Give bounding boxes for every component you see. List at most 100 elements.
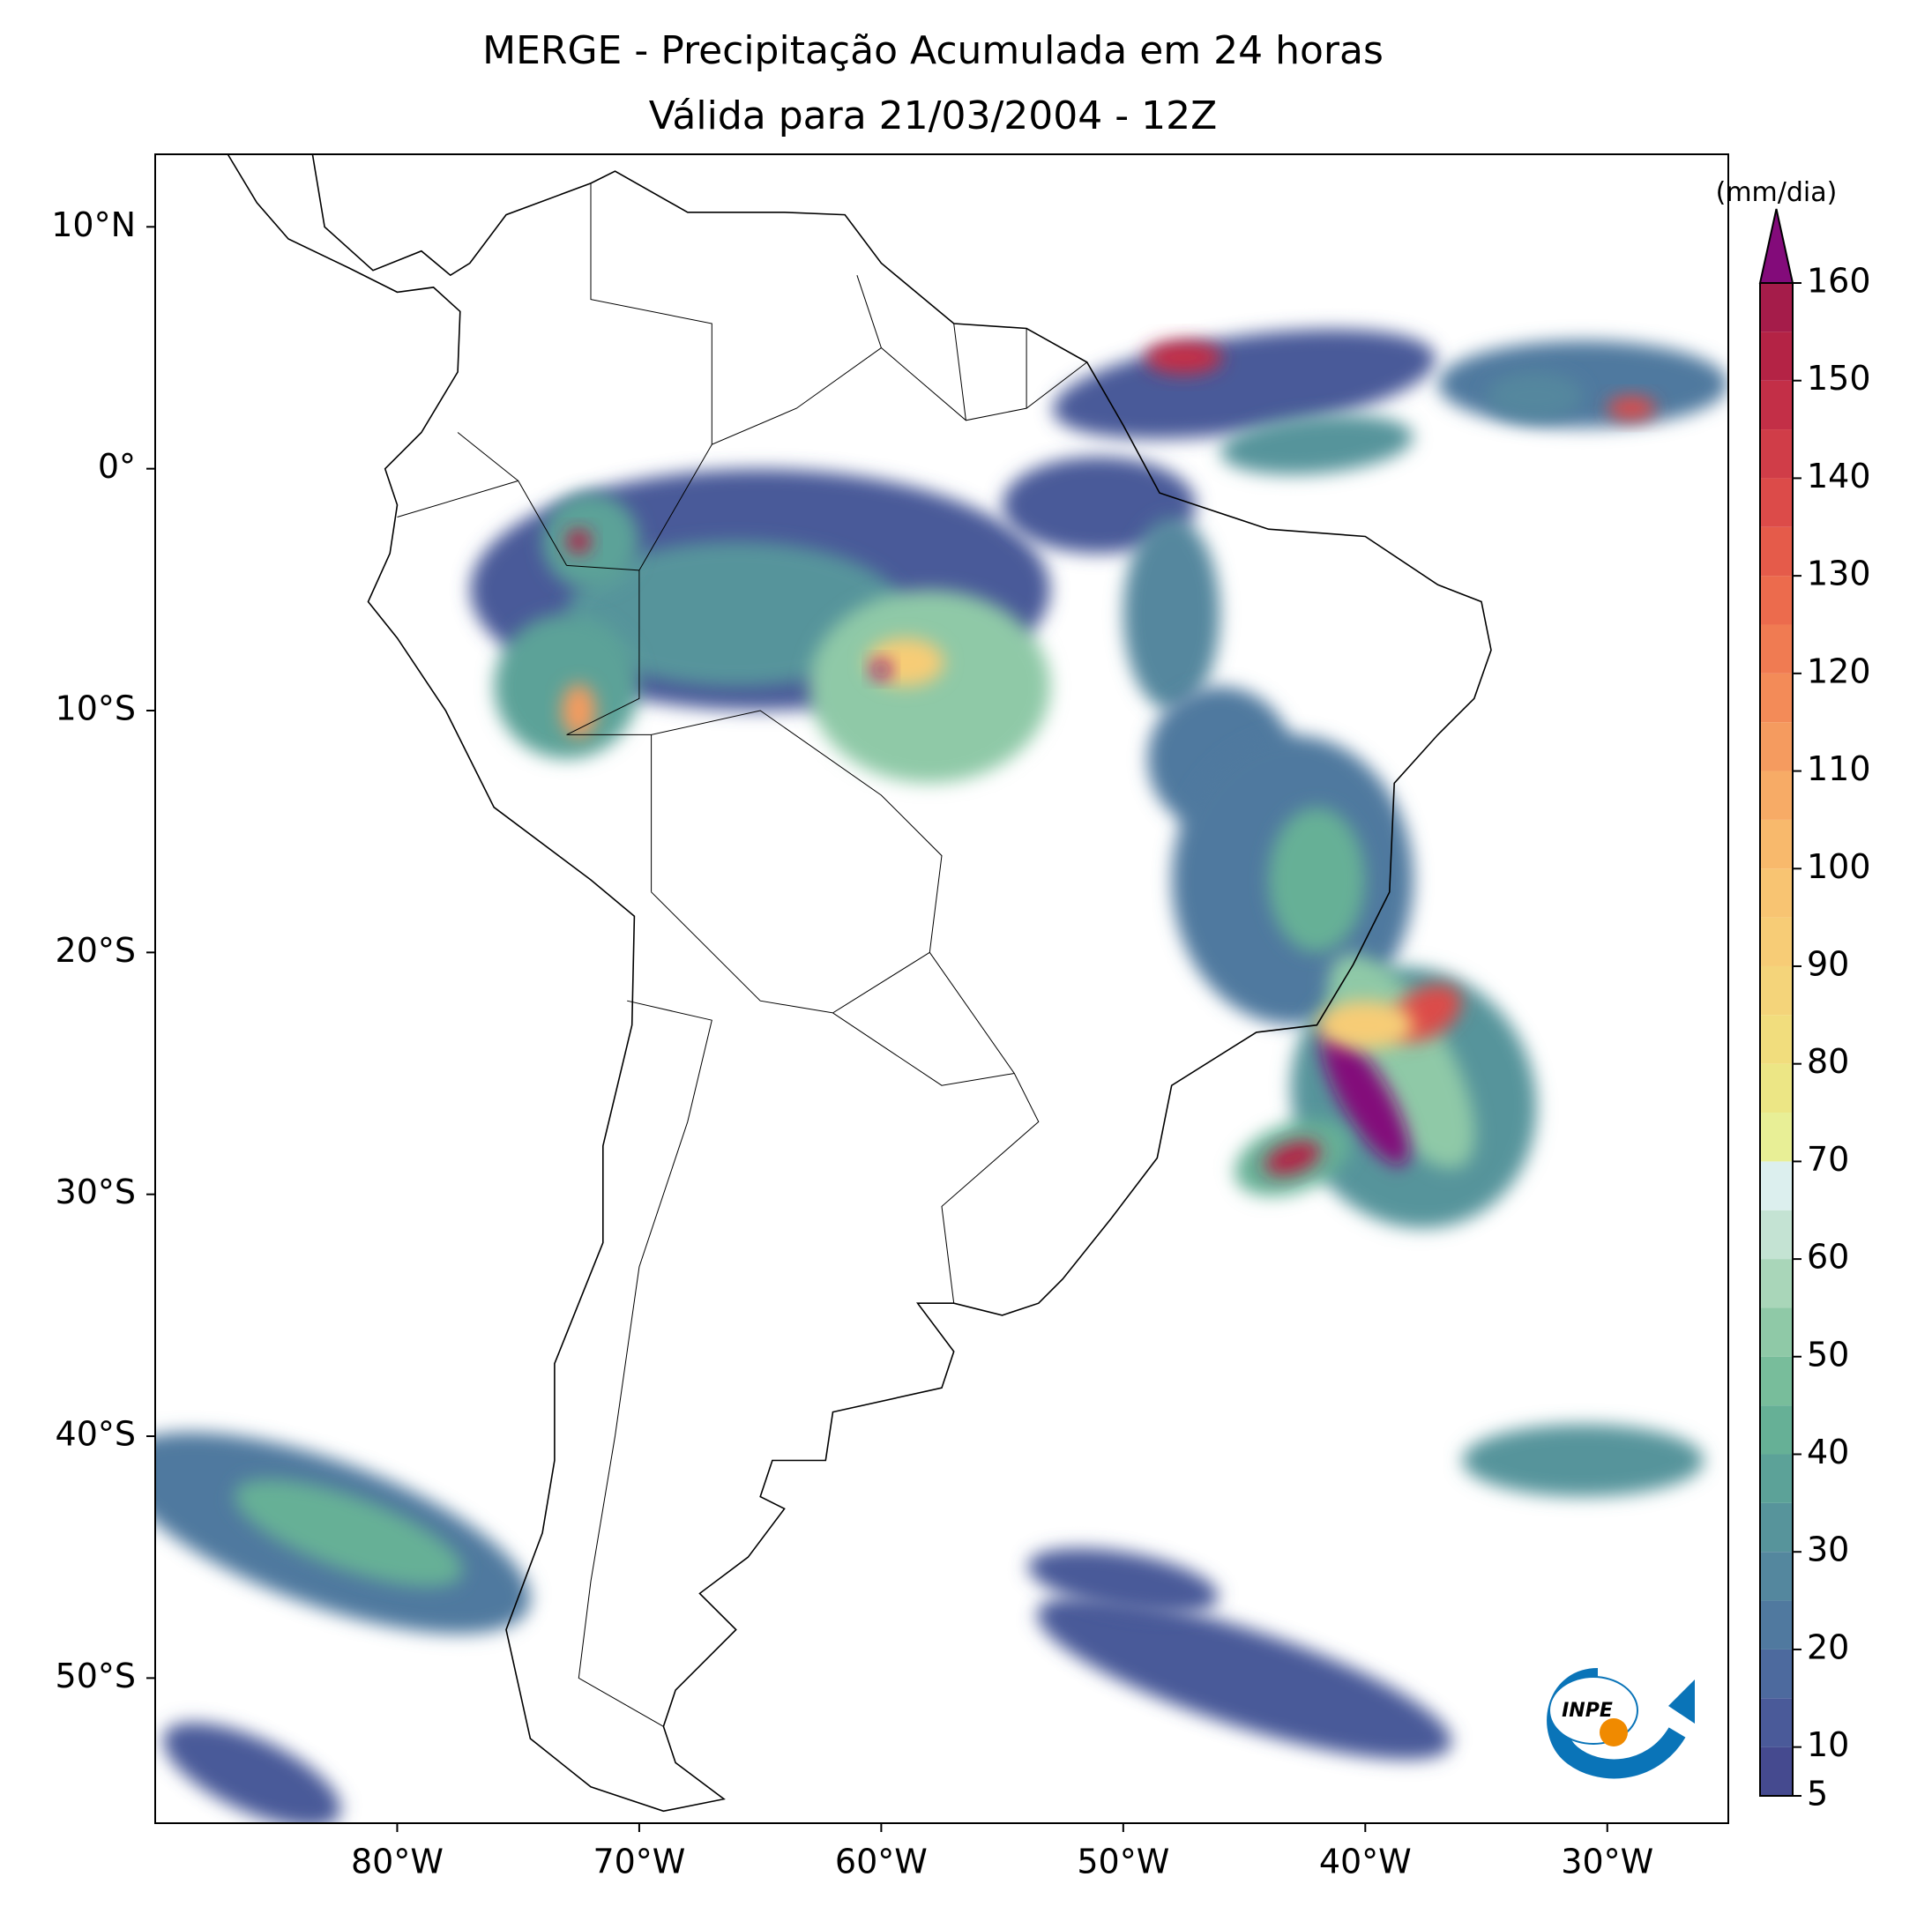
y-tick-label: 50°S: [56, 1657, 136, 1695]
precip-field: [1607, 396, 1656, 421]
border: [881, 347, 1088, 421]
colorbar-tick-label: 150: [1807, 359, 1871, 398]
colorbar-segment: [1760, 819, 1793, 869]
colorbar-segment: [1760, 1210, 1793, 1260]
colorbar-segment: [1760, 478, 1793, 527]
precip-field: [1220, 414, 1414, 475]
border: [832, 1012, 1015, 1086]
coastline: [227, 154, 1492, 1813]
x-tick-label: 70°W: [593, 1843, 685, 1881]
border: [566, 564, 652, 735]
y-tick-label: 30°S: [56, 1173, 136, 1211]
map-frame: [154, 153, 1729, 1824]
colorbar-tick-label: 110: [1807, 749, 1871, 788]
colorbar-tick-label: 140: [1807, 457, 1871, 495]
precip-field: [1321, 1029, 1410, 1166]
precip-field: [1268, 807, 1366, 953]
colorbar-segment: [1760, 1454, 1793, 1503]
colorbar-segment: [1760, 526, 1793, 577]
logo-text: INPE: [1562, 1700, 1613, 1722]
colorbar-segment: [1760, 965, 1793, 1016]
logo-arrow: [1668, 1679, 1695, 1724]
colorbar-segment: [1760, 1600, 1793, 1650]
colorbar-frame: [1759, 283, 1794, 1797]
border: [457, 432, 519, 481]
precip-field: [1002, 457, 1196, 554]
precip-field: [1264, 1141, 1321, 1175]
colorbar-tick-label: 120: [1807, 652, 1871, 690]
colorbar-segment: [1760, 1356, 1793, 1406]
precip-field: [1317, 1001, 1414, 1050]
precip-field: [566, 529, 592, 554]
colorbar-segment: [1760, 1746, 1793, 1796]
precip-field: [1486, 371, 1584, 421]
colorbar-segment: [1760, 722, 1793, 771]
x-tick-label: 80°W: [351, 1843, 444, 1881]
colorbar-tick-label: 160: [1807, 262, 1871, 301]
colorbar-tick-label: 60: [1807, 1238, 1849, 1277]
precip-field: [1036, 1597, 1452, 1760]
border: [929, 952, 1040, 1304]
colorbar-segment: [1760, 1259, 1793, 1308]
colorbar-segment: [1760, 1502, 1793, 1553]
y-tick-label: 10°N: [51, 205, 136, 244]
border: [638, 275, 882, 571]
inpe-logo: INPE: [1547, 1668, 1695, 1779]
precip-field: [562, 683, 596, 738]
precip-field: [542, 493, 639, 590]
colorbar-segment: [1760, 1063, 1793, 1113]
y-tick-label: 0°: [98, 447, 136, 486]
border: [953, 323, 966, 421]
colorbar-tick-label: 130: [1807, 555, 1871, 593]
colorbar-segment: [1760, 380, 1793, 430]
logo-sun: [1600, 1718, 1628, 1746]
colorbar-tick-label: 70: [1807, 1140, 1849, 1179]
x-tick-label: 60°W: [835, 1843, 928, 1881]
title-line-2: Válida para 21/03/2004 - 12Z: [649, 93, 1218, 138]
colorbar-segment: [1760, 1015, 1793, 1064]
precip-field: [809, 589, 1051, 784]
precip-field: [162, 1722, 341, 1823]
colorbar-extend: [1758, 208, 1794, 284]
y-tick-label: 20°S: [56, 931, 136, 970]
colorbar-segment: [1760, 429, 1793, 479]
x-tick-label: 30°W: [1561, 1843, 1653, 1881]
border: [578, 1000, 712, 1727]
colorbar-tick-label: 80: [1807, 1042, 1849, 1081]
colorbar-segment: [1760, 1649, 1793, 1699]
colorbar-label: (mm/dia): [1716, 177, 1838, 208]
colorbar-segment: [1760, 868, 1793, 918]
colorbar-segment: [1760, 576, 1793, 625]
precip-field: [871, 659, 891, 680]
precip-field: [1462, 1424, 1704, 1497]
colorbar-segment: [1760, 1113, 1793, 1162]
colorbar-segment: [1760, 771, 1793, 820]
precip-field: [1145, 340, 1223, 375]
x-tick-label: 40°W: [1319, 1843, 1412, 1881]
colorbar-tick-label: 30: [1807, 1530, 1849, 1569]
precip-field: [1437, 340, 1728, 428]
axes: 80°W 70°W 60°W 50°W 40°W 30°W 10°N 0° 10°S 20°S 30…: [51, 205, 1653, 1881]
colorbar-tick-label: 20: [1807, 1627, 1849, 1666]
colorbar-segment: [1760, 331, 1793, 381]
colorbar-segment: [1760, 1698, 1793, 1747]
colorbar-segment: [1760, 917, 1793, 966]
colorbar-segment: [1760, 1552, 1793, 1601]
border: [590, 182, 712, 445]
title-line-1: MERGE - Precipitação Acumulada em 24 hor…: [482, 28, 1384, 73]
colorbar-segment: [1760, 1161, 1793, 1210]
map-area: [155, 154, 1728, 1823]
colorbar-tick-label: 40: [1807, 1433, 1849, 1471]
colorbar-segment: [1760, 673, 1793, 723]
colorbar-segment: [1760, 624, 1793, 674]
y-tick-label: 10°S: [56, 689, 136, 728]
colorbar-tick-label: 100: [1807, 847, 1871, 886]
colorbar-tick-label: 10: [1807, 1725, 1849, 1764]
x-tick-label: 50°W: [1077, 1843, 1169, 1881]
colorbar-segment: [1760, 1405, 1793, 1455]
precip-field: [235, 1479, 464, 1587]
y-tick-label: 40°S: [56, 1415, 136, 1454]
colorbar-tick-label: 50: [1807, 1335, 1849, 1374]
precip-field: [1027, 1548, 1219, 1615]
